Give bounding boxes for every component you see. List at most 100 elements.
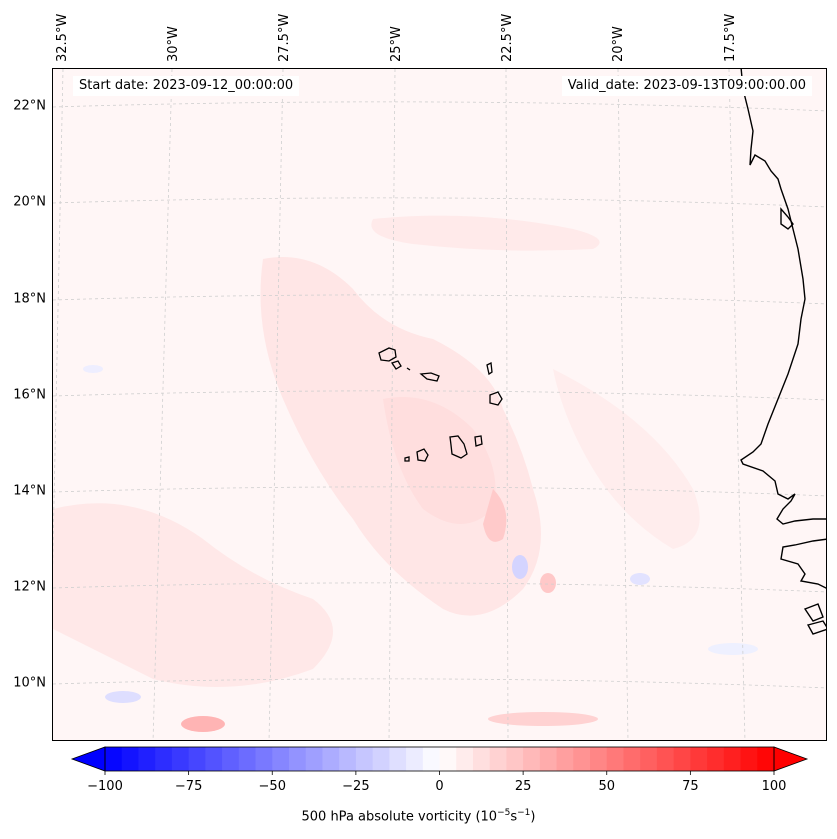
meridian-22-5w <box>505 69 509 740</box>
colorbar-tick-label: 0 <box>435 779 443 794</box>
island-fogo <box>416 448 429 462</box>
colorbar-cell <box>372 747 390 771</box>
colorbar-cell <box>339 747 357 771</box>
colorbar-cell <box>105 747 123 771</box>
colorbar-cell <box>222 747 240 771</box>
colorbar-cell <box>288 747 307 771</box>
colorbar-tick-label: −75 <box>175 779 202 794</box>
vorticity-field <box>53 69 826 740</box>
colorbar-cell <box>539 747 558 771</box>
colorbar-cell <box>272 747 290 771</box>
colorbar-cell <box>439 747 457 771</box>
colorbar-title-exp2: −1 <box>517 808 531 818</box>
start-date-label: Start date: 2023-09-12_00:00:00 <box>73 76 300 96</box>
lon-label-22-5w: 22.5°W <box>500 14 515 62</box>
colorbar-cell <box>355 747 374 771</box>
lat-label-10n: 10°N <box>13 675 46 691</box>
island-santo-antao <box>378 347 397 362</box>
colorbar-cell <box>422 747 441 771</box>
meridian-17-5w <box>728 69 746 740</box>
colorbar-cell <box>656 747 675 771</box>
colorbar-tick-label: 100 <box>762 779 787 794</box>
colorbar-tick-label: −100 <box>87 779 123 794</box>
meridian-27-5w <box>268 69 284 740</box>
colorbar-cell <box>456 747 474 771</box>
lon-labels: 32.5°W 30°W 27.5°W 25°W 22.5°W 20°W 17.5… <box>55 14 738 62</box>
colorbar-ticks: −100 −75 −50 −25 0 25 50 75 100 <box>87 771 786 794</box>
colorbar: −100 −75 −50 −25 0 25 50 75 100 <box>70 746 809 794</box>
lat-label-20n: 20°N <box>13 194 46 210</box>
colorbar-tick-label: −25 <box>342 779 369 794</box>
lon-label-20w: 20°W <box>611 26 626 62</box>
island-boa-vista <box>489 391 503 406</box>
vorticity-map <box>53 69 826 740</box>
colorbar-cell <box>389 747 407 771</box>
colorbar-cell <box>188 747 206 771</box>
colorbar-cell <box>472 747 491 771</box>
colorbar-cell <box>171 747 190 771</box>
africa-coast <box>740 69 826 525</box>
meridian-30w <box>152 69 173 740</box>
bissagos-2 <box>806 620 826 635</box>
colorbar-title: 500 hPa absolute vorticity (10−5s−1) <box>0 808 837 824</box>
lon-label-25w: 25°W <box>389 26 404 62</box>
lat-label-14n: 14°N <box>13 483 46 499</box>
island-maio <box>474 435 483 447</box>
colorbar-cell <box>305 747 323 771</box>
colorbar-cell <box>606 747 624 771</box>
colorbar-tick-label: 25 <box>515 779 532 794</box>
lon-label-17-5w: 17.5°W <box>723 14 738 62</box>
bay-inlet <box>780 207 794 230</box>
island-brava <box>404 456 410 462</box>
colorbar-cell <box>406 747 424 771</box>
lon-label-27-5w: 27.5°W <box>277 14 292 62</box>
africa-coast-south <box>780 538 826 589</box>
colorbar-cell <box>506 747 524 771</box>
colorbar-cell <box>255 747 273 771</box>
colorbar-cell <box>573 747 591 771</box>
meridian-20w <box>617 69 629 740</box>
colorbar-title-exp1: −5 <box>497 808 511 818</box>
colorbar-title-mid: s <box>510 809 518 825</box>
lat-label-12n: 12°N <box>13 579 46 595</box>
colorbar-cells <box>105 747 775 771</box>
lat-label-22n: 22°N <box>13 98 46 114</box>
colorbar-cell <box>740 747 758 771</box>
map-panel <box>52 68 827 741</box>
colorbar-cell <box>707 747 725 771</box>
colorbar-cell <box>523 747 541 771</box>
lat-label-16n: 16°N <box>13 387 46 403</box>
colorbar-cell <box>138 747 156 771</box>
cape-verde-islands <box>378 347 503 462</box>
lon-label-30w: 30°W <box>166 26 181 62</box>
colorbar-cell <box>155 747 173 771</box>
colorbar-cell <box>238 747 257 771</box>
meridian-25w <box>388 69 396 740</box>
coastline <box>740 69 826 635</box>
island-sao-nicolau <box>419 372 440 382</box>
island-santiago <box>449 435 468 459</box>
lon-label-32-5w: 32.5°W <box>55 14 70 62</box>
colorbar-cell <box>205 747 223 771</box>
island-santa-luzia <box>406 367 411 371</box>
colorbar-cell <box>690 747 708 771</box>
colorbar-cell <box>673 747 691 771</box>
colorbar-cell <box>640 747 658 771</box>
colorbar-title-end: ) <box>530 809 536 825</box>
colorbar-tick-label: −50 <box>259 779 286 794</box>
colorbar-cell <box>623 747 641 771</box>
lat-label-18n: 18°N <box>13 291 46 307</box>
colorbar-cell <box>322 747 340 771</box>
meridian-32-5w <box>53 69 64 569</box>
colorbar-title-text: 500 hPa absolute vorticity (10 <box>301 809 498 825</box>
colorbar-cell <box>121 747 139 771</box>
island-sal <box>486 362 493 376</box>
colorbar-cell <box>723 747 742 771</box>
colorbar-tick-label: 50 <box>598 779 615 794</box>
colorbar-cell <box>590 747 608 771</box>
colorbar-cell <box>489 747 507 771</box>
bissagos-1 <box>803 603 824 622</box>
colorbar-cell <box>757 747 775 771</box>
colorbar-cell <box>556 747 574 771</box>
valid-date-label: Valid_date: 2023-09-13T09:00:00.00 <box>561 76 812 96</box>
